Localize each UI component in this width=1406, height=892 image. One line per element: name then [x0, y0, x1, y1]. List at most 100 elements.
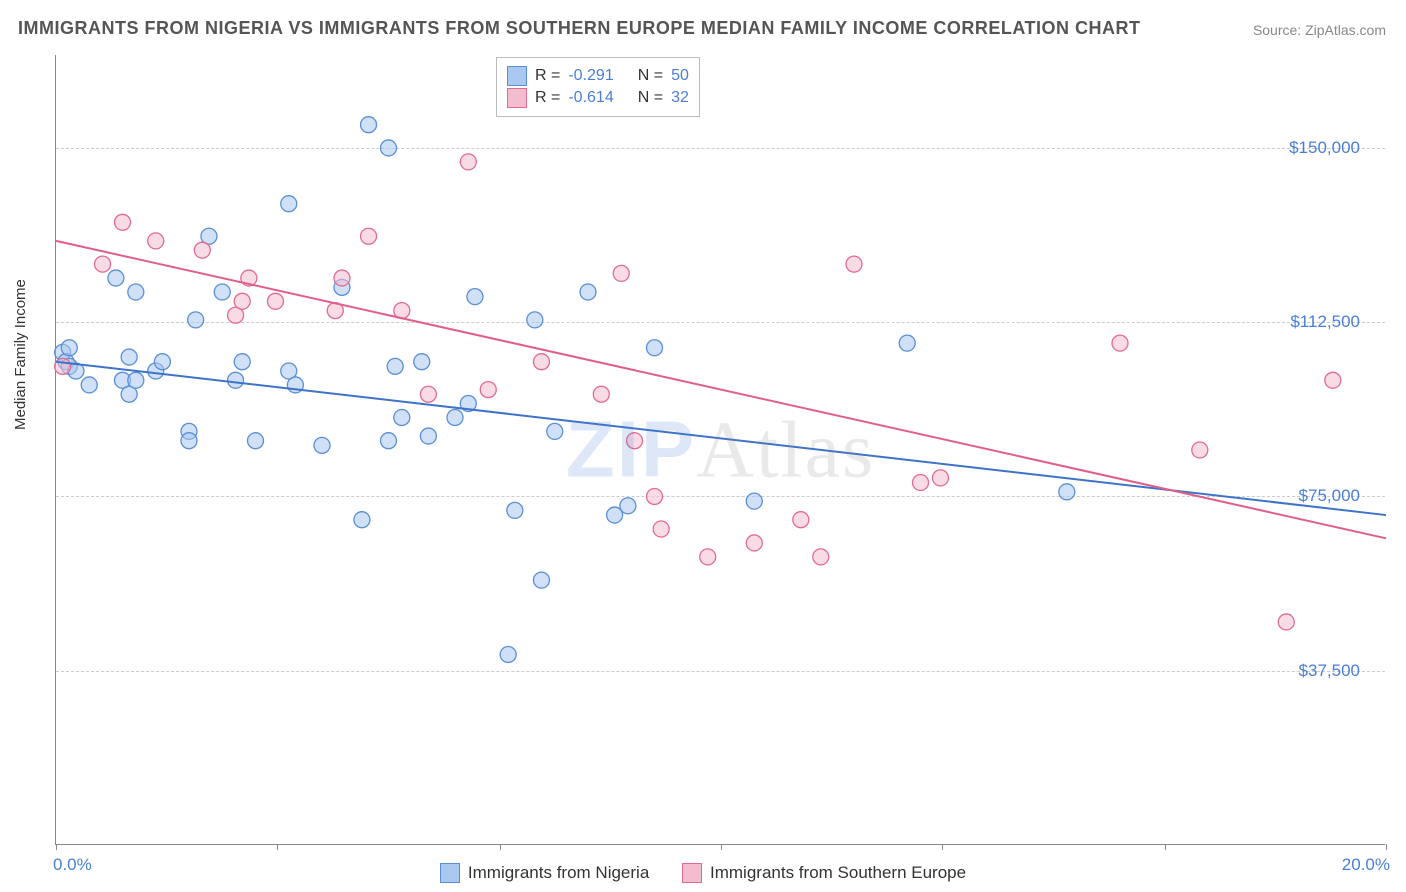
- legend-item-nigeria: Immigrants from Nigeria: [440, 863, 649, 883]
- data-point-nigeria: [381, 433, 397, 449]
- data-point-southern_europe: [653, 521, 669, 537]
- data-point-southern_europe: [267, 293, 283, 309]
- data-point-nigeria: [467, 289, 483, 305]
- data-point-nigeria: [647, 340, 663, 356]
- corr-row-nigeria: R = -0.291 N = 50: [507, 66, 689, 86]
- data-point-southern_europe: [647, 488, 663, 504]
- data-point-southern_europe: [932, 470, 948, 486]
- data-point-southern_europe: [334, 270, 350, 286]
- data-point-nigeria: [234, 354, 250, 370]
- y-tick-label: $150,000: [1289, 138, 1360, 158]
- n-value-seurope: 32: [671, 89, 689, 107]
- x-tick: [1386, 844, 1387, 850]
- data-point-southern_europe: [115, 214, 131, 230]
- data-point-nigeria: [281, 196, 297, 212]
- swatch-seurope: [507, 88, 527, 108]
- r-label: R =: [535, 67, 560, 85]
- legend-label-nigeria: Immigrants from Nigeria: [468, 863, 649, 883]
- data-point-nigeria: [746, 493, 762, 509]
- legend-item-seurope: Immigrants from Southern Europe: [682, 863, 966, 883]
- data-point-southern_europe: [480, 382, 496, 398]
- r-value-seurope: -0.614: [568, 89, 613, 107]
- data-point-southern_europe: [793, 512, 809, 528]
- swatch-nigeria: [507, 66, 527, 86]
- correlation-legend: R = -0.291 N = 50 R = -0.614 N = 32: [496, 57, 700, 117]
- data-point-nigeria: [181, 433, 197, 449]
- data-point-nigeria: [361, 117, 377, 133]
- data-point-nigeria: [1059, 484, 1075, 500]
- corr-row-seurope: R = -0.614 N = 32: [507, 88, 689, 108]
- y-tick-label: $75,000: [1299, 486, 1360, 506]
- data-point-nigeria: [314, 437, 330, 453]
- data-point-nigeria: [128, 372, 144, 388]
- data-point-nigeria: [214, 284, 230, 300]
- data-point-southern_europe: [420, 386, 436, 402]
- data-point-nigeria: [228, 372, 244, 388]
- data-point-southern_europe: [746, 535, 762, 551]
- data-point-southern_europe: [533, 354, 549, 370]
- data-point-southern_europe: [55, 358, 71, 374]
- chart-title: IMMIGRANTS FROM NIGERIA VS IMMIGRANTS FR…: [18, 18, 1141, 39]
- n-value-nigeria: 50: [671, 67, 689, 85]
- x-tick: [721, 844, 722, 850]
- data-point-southern_europe: [1192, 442, 1208, 458]
- data-point-nigeria: [580, 284, 596, 300]
- data-point-nigeria: [354, 512, 370, 528]
- data-point-nigeria: [61, 340, 77, 356]
- data-point-southern_europe: [1325, 372, 1341, 388]
- data-point-southern_europe: [700, 549, 716, 565]
- data-point-southern_europe: [95, 256, 111, 272]
- y-tick-label: $112,500: [1290, 312, 1360, 332]
- data-point-nigeria: [420, 428, 436, 444]
- data-point-nigeria: [108, 270, 124, 286]
- legend-label-seurope: Immigrants from Southern Europe: [710, 863, 966, 883]
- swatch-nigeria-icon: [440, 863, 460, 883]
- data-point-nigeria: [381, 140, 397, 156]
- data-point-nigeria: [128, 284, 144, 300]
- data-point-nigeria: [527, 312, 543, 328]
- data-point-nigeria: [414, 354, 430, 370]
- data-point-southern_europe: [148, 233, 164, 249]
- data-point-nigeria: [533, 572, 549, 588]
- plot-area: ZIPAtlas R = -0.291 N = 50 R = -0.614 N …: [55, 55, 1385, 845]
- data-point-nigeria: [507, 502, 523, 518]
- r-value-nigeria: -0.291: [568, 67, 613, 85]
- x-tick: [56, 844, 57, 850]
- data-point-nigeria: [387, 358, 403, 374]
- y-tick-label: $37,500: [1299, 661, 1360, 681]
- data-point-southern_europe: [813, 549, 829, 565]
- data-point-nigeria: [188, 312, 204, 328]
- data-point-southern_europe: [194, 242, 210, 258]
- x-tick: [277, 844, 278, 850]
- source-label: Source: ZipAtlas.com: [1253, 22, 1386, 38]
- chart-container: IMMIGRANTS FROM NIGERIA VS IMMIGRANTS FR…: [0, 0, 1406, 892]
- data-point-nigeria: [248, 433, 264, 449]
- n-label: N =: [638, 67, 663, 85]
- data-point-southern_europe: [361, 228, 377, 244]
- data-point-southern_europe: [613, 265, 629, 281]
- data-point-nigeria: [899, 335, 915, 351]
- chart-svg: [56, 55, 1385, 844]
- data-point-southern_europe: [460, 154, 476, 170]
- swatch-seurope-icon: [682, 863, 702, 883]
- n-label: N =: [638, 89, 663, 107]
- data-point-nigeria: [121, 349, 137, 365]
- data-point-southern_europe: [627, 433, 643, 449]
- y-axis-label: Median Family Income: [12, 279, 29, 430]
- trend-line-southern_europe: [56, 241, 1386, 538]
- data-point-nigeria: [394, 409, 410, 425]
- data-point-nigeria: [154, 354, 170, 370]
- data-point-southern_europe: [234, 293, 250, 309]
- data-point-nigeria: [620, 498, 636, 514]
- data-point-southern_europe: [1112, 335, 1128, 351]
- data-point-nigeria: [500, 646, 516, 662]
- data-point-nigeria: [81, 377, 97, 393]
- bottom-legend: Immigrants from Nigeria Immigrants from …: [0, 863, 1406, 888]
- data-point-southern_europe: [1278, 614, 1294, 630]
- r-label: R =: [535, 89, 560, 107]
- x-tick: [942, 844, 943, 850]
- data-point-nigeria: [447, 409, 463, 425]
- x-tick: [500, 844, 501, 850]
- data-point-southern_europe: [593, 386, 609, 402]
- data-point-southern_europe: [913, 475, 929, 491]
